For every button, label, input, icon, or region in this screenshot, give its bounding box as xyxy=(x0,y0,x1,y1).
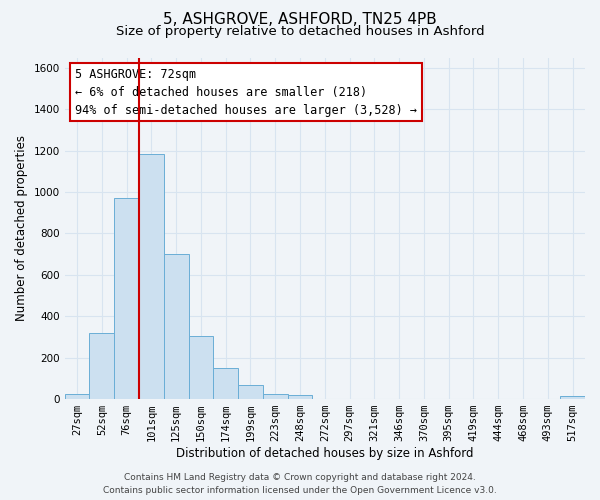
Bar xyxy=(188,336,214,399)
Bar xyxy=(164,254,188,399)
Bar xyxy=(560,396,585,399)
Bar xyxy=(89,333,114,399)
Bar xyxy=(214,368,238,399)
Bar xyxy=(65,394,89,399)
Text: 5, ASHGROVE, ASHFORD, TN25 4PB: 5, ASHGROVE, ASHFORD, TN25 4PB xyxy=(163,12,437,28)
Text: 5 ASHGROVE: 72sqm
← 6% of detached houses are smaller (218)
94% of semi-detached: 5 ASHGROVE: 72sqm ← 6% of detached house… xyxy=(75,68,417,116)
X-axis label: Distribution of detached houses by size in Ashford: Distribution of detached houses by size … xyxy=(176,447,473,460)
Bar xyxy=(114,198,139,399)
Y-axis label: Number of detached properties: Number of detached properties xyxy=(15,136,28,322)
Bar xyxy=(238,384,263,399)
Text: Size of property relative to detached houses in Ashford: Size of property relative to detached ho… xyxy=(116,25,484,38)
Bar xyxy=(287,395,313,399)
Text: Contains HM Land Registry data © Crown copyright and database right 2024.
Contai: Contains HM Land Registry data © Crown c… xyxy=(103,474,497,495)
Bar xyxy=(263,394,287,399)
Bar xyxy=(139,154,164,399)
